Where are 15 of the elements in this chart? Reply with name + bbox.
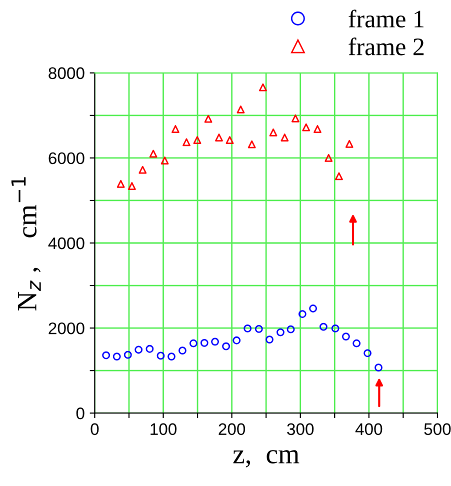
x-tick-label: 500 [424, 423, 451, 436]
x-tick-label: 400 [355, 423, 382, 436]
legend-label: frame 1 [348, 10, 424, 28]
x-tick-label: 100 [150, 423, 177, 436]
y-tick-label: 8000 [48, 67, 84, 80]
y-axis-title: N$_{z}$ , cm$^{−1}$ [11, 177, 41, 311]
y-tick-label: 6000 [48, 152, 84, 164]
x-axis-title: z, cm [233, 450, 300, 468]
y-tick-label: 2000 [48, 322, 84, 334]
y-tick-label: 0 [76, 408, 84, 420]
x-tick-label: 200 [218, 423, 246, 436]
y-tick-label: 4000 [48, 237, 84, 250]
legend-label: frame 2 [348, 37, 424, 56]
x-tick-label: 300 [287, 423, 314, 436]
x-tick-label: 0 [90, 423, 99, 436]
